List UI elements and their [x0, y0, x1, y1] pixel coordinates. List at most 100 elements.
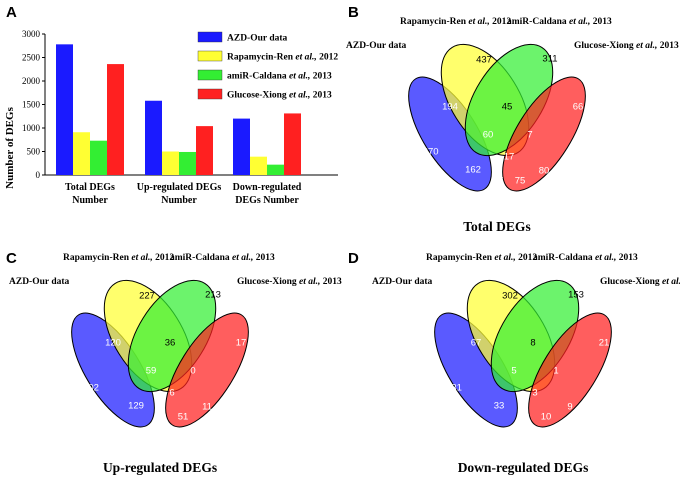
bar: [250, 156, 267, 175]
region-count-acd: 57: [493, 176, 504, 187]
region-count-c: 153: [568, 290, 584, 301]
legend-label: AZD-Our data: [227, 34, 288, 44]
legend-label: amiR-Caldana et al., 2013: [227, 72, 332, 82]
region-count-abcd: 6: [169, 388, 174, 399]
legend-swatch: [197, 50, 223, 62]
y-tick-label: 1000: [22, 123, 41, 133]
set-label: amiR-Caldana et al., 2013: [507, 17, 612, 27]
region-count-abcd: 3: [532, 388, 537, 399]
set-label: AZD-Our data: [9, 277, 70, 287]
region-count-abd: 51: [178, 412, 189, 423]
region-count-cd: 66: [573, 102, 584, 113]
region-count-ac: 33: [494, 401, 505, 412]
panel-label-d: D: [348, 250, 359, 267]
region-count-a: 1670: [417, 147, 438, 158]
region-count-bc: 8: [530, 338, 535, 349]
venn-title: Up-regulated DEGs: [103, 460, 217, 475]
bar: [73, 132, 90, 175]
category-label: DEGs Number: [235, 195, 299, 206]
region-count-d: 1022: [604, 383, 625, 394]
venn-set-glucose: [528, 312, 612, 428]
region-count-ac: 129: [128, 401, 144, 412]
y-axis-label: Number of DEGs: [4, 106, 16, 188]
bar: [196, 126, 213, 175]
y-tick-label: 2000: [22, 76, 41, 86]
region-count-abc: 60: [483, 130, 494, 141]
bar: [179, 151, 196, 175]
legend-swatch: [197, 88, 223, 100]
region-count-d: 647: [244, 383, 260, 394]
category-label: Total DEGs: [65, 182, 115, 193]
set-label: Glucose-Xiong et al., 2013: [574, 41, 679, 51]
region-count-ac: 162: [465, 165, 481, 176]
set-label: Rapamycin-Ren et al., 2012: [400, 17, 511, 27]
panel-label-a: A: [6, 4, 17, 21]
y-tick-label: 3000: [22, 29, 41, 39]
set-label: amiR-Caldana et al., 2013: [533, 253, 638, 263]
region-count-bd: 9: [567, 402, 572, 413]
legend-label: Glucose-Xiong et al., 2013: [227, 91, 332, 101]
region-count-b: 302: [502, 291, 518, 302]
region-count-a: 902: [83, 383, 99, 394]
region-count-bd: 11: [202, 402, 212, 413]
bar: [284, 113, 301, 175]
region-count-ab: 67: [471, 338, 482, 349]
set-label: Rapamycin-Ren et al., 2012: [63, 253, 174, 263]
venn-total-degs: 1670 437 311 1515 194 66 45 60 7 17 162 80 57 75 545 Ra…: [346, 17, 679, 234]
region-count-b: 227: [139, 291, 155, 302]
region-count-abd: 10: [541, 412, 552, 423]
region-count-b: 437: [476, 55, 492, 66]
category-label: Number: [72, 195, 108, 206]
bar: [56, 44, 73, 176]
bar: [145, 100, 162, 175]
set-label: Rapamycin-Ren et al., 2012: [426, 253, 537, 263]
legend-swatch: [197, 31, 223, 43]
venn-title: Total DEGs: [463, 219, 530, 234]
region-count-a: 831: [446, 383, 462, 394]
region-count-bc: 45: [502, 102, 513, 113]
region-count-ad: 545: [500, 194, 516, 205]
bar: [162, 151, 179, 175]
region-count-d: 1515: [578, 147, 599, 158]
region-count-abcd: 17: [504, 152, 515, 163]
bar-chart: 0 500 1000 1500 2000 2500 3000 Total DEGs Numbe…: [4, 29, 338, 206]
region-count-ad: 236: [526, 430, 542, 441]
category-label: Number: [161, 195, 197, 206]
category-label: Up-regulated DEGs: [137, 182, 222, 193]
y-tick-label: 2500: [22, 53, 41, 63]
set-label: Glucose-Xiong et al., 2013: [237, 277, 342, 287]
venn-up-regulated-degs: 902 227 213 647 120 17 36 59 0 6 129 11 29 51 287 Rapam…: [9, 253, 342, 475]
y-tick-label: 1500: [22, 100, 41, 110]
region-count-cd: 17: [236, 338, 247, 349]
y-tick-label: 500: [27, 147, 41, 157]
region-count-bd: 80: [539, 166, 550, 177]
set-label: AZD-Our data: [372, 277, 433, 287]
legend-label: Rapamycin-Ren et al., 2012: [227, 53, 338, 63]
y-tick-label: 0: [36, 170, 41, 180]
bar-series: [56, 44, 301, 176]
region-count-abc: 59: [146, 366, 157, 377]
region-count-ab: 120: [105, 338, 121, 349]
legend-swatch: [197, 69, 223, 81]
region-count-ad: 287: [163, 430, 179, 441]
bar: [90, 140, 107, 175]
region-count-bcd: 0: [190, 366, 195, 377]
region-count-c: 213: [205, 290, 221, 301]
bar-category-labels: Total DEGs Number Up-regulated DEGs Number D…: [65, 182, 302, 206]
region-count-acd: 29: [156, 412, 167, 423]
region-count-bcd: 1: [553, 366, 558, 377]
region-count-acd: 12: [519, 412, 530, 423]
bar: [107, 64, 124, 175]
panel-label-c: C: [6, 250, 17, 267]
venn-title: Down-regulated DEGs: [458, 460, 589, 475]
bar: [233, 118, 250, 175]
region-count-bcd: 7: [527, 130, 532, 141]
set-label: Glucose-Xiong et al., 2013: [600, 277, 680, 287]
set-label: amiR-Caldana et al., 2013: [170, 253, 275, 263]
venn-set-glucose: [165, 312, 249, 428]
bar-legend: AZD-Our data Rapamycin-Ren et al., 2012 am…: [197, 31, 338, 101]
region-count-abc: 5: [511, 366, 516, 377]
venn-set-glucose: [502, 76, 586, 192]
region-count-c: 311: [542, 54, 557, 65]
